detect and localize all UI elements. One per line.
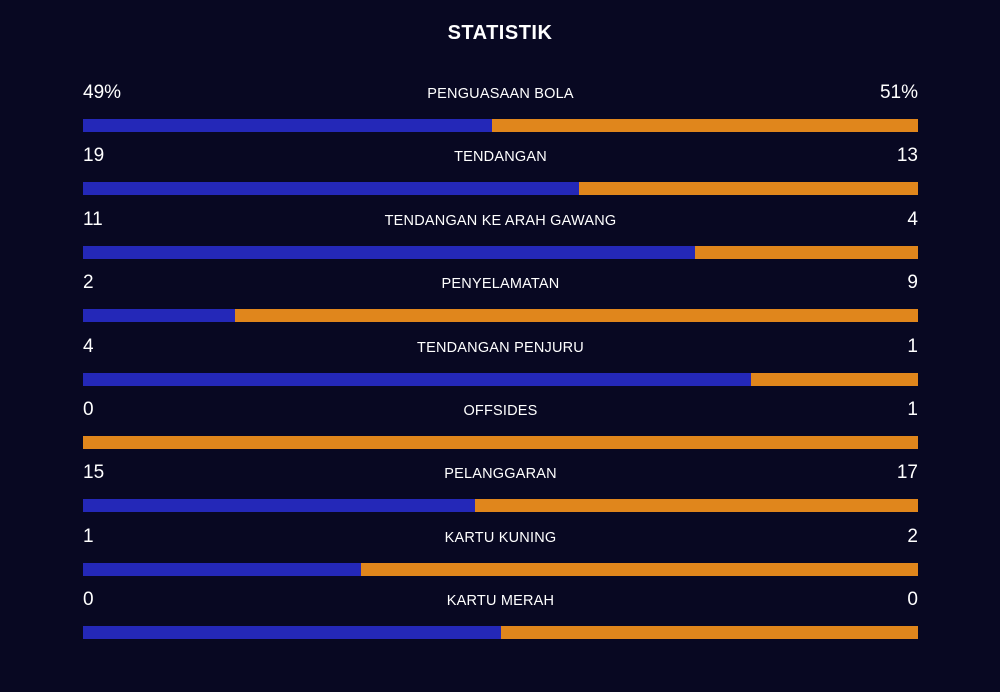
home-value: 11 (83, 208, 103, 230)
stat-row: 49% PENGUASAAN BOLA 51% (83, 81, 918, 144)
away-value: 2 (907, 525, 918, 547)
home-bar (83, 626, 501, 640)
stat-row: 15 PELANGGARAN 17 (83, 461, 918, 524)
away-bar (234, 309, 918, 323)
comparison-bar (83, 182, 918, 196)
stat-label: PENGUASAAN BOLA (427, 86, 574, 102)
home-bar (83, 182, 579, 196)
away-value: 0 (907, 589, 918, 611)
stat-label: TENDANGAN KE ARAH GAWANG (384, 212, 617, 229)
away-value: 4 (907, 208, 918, 230)
away-bar (751, 372, 918, 386)
home-bar (83, 372, 751, 386)
stat-label: KARTU KUNING (444, 529, 557, 546)
away-bar (83, 435, 918, 449)
stat-row: 19 TENDANGAN 13 (83, 144, 918, 207)
comparison-bar (83, 626, 918, 640)
stat-row: 0 OFFSIDES 1 (83, 398, 918, 461)
away-bar (474, 499, 918, 513)
away-value: 17 (896, 462, 918, 484)
stat-row: 1 KARTU KUNING 2 (83, 525, 918, 588)
home-value: 4 (83, 335, 94, 357)
away-value: 1 (907, 335, 918, 357)
away-bar (695, 245, 918, 259)
home-value: 0 (83, 398, 94, 420)
away-bar (492, 119, 918, 132)
home-value: 1 (83, 525, 94, 547)
stat-row: 4 TENDANGAN PENJURU 1 (83, 335, 918, 398)
away-bar (361, 562, 918, 576)
home-bar (83, 562, 362, 576)
stat-label: PELANGGARAN (444, 466, 557, 483)
home-value: 0 (83, 589, 94, 611)
home-bar (83, 245, 696, 259)
comparison-bar (83, 309, 918, 323)
comparison-bar (83, 562, 918, 576)
away-value: 9 (907, 272, 918, 294)
stat-label: OFFSIDES (463, 402, 538, 419)
stat-label: PENYELAMATAN (441, 276, 560, 293)
comparison-bar (83, 119, 918, 132)
home-value: 19 (83, 145, 105, 167)
comparison-bar (83, 245, 918, 259)
stats-list: 49% PENGUASAAN BOLA 51% 19 TENDANGAN 13 … (83, 81, 918, 652)
page-title: STATISTIK (447, 22, 553, 44)
stat-label: KARTU MERAH (446, 593, 555, 610)
away-value: 13 (896, 145, 918, 167)
home-value: 15 (83, 462, 105, 484)
stat-row: 11 TENDANGAN KE ARAH GAWANG 4 (83, 208, 918, 271)
stat-label: TENDANGAN (454, 149, 547, 166)
away-bar (500, 626, 918, 640)
stat-label: TENDANGAN PENJURU (417, 339, 584, 356)
away-bar (578, 182, 918, 196)
away-value: 51% (879, 82, 918, 103)
home-bar (83, 499, 475, 513)
home-bar (83, 119, 493, 132)
comparison-bar (83, 499, 918, 513)
away-value: 1 (907, 398, 918, 420)
comparison-bar (83, 372, 918, 386)
home-value: 49% (83, 82, 122, 103)
home-value: 2 (83, 272, 94, 294)
stat-row: 2 PENYELAMATAN 9 (83, 271, 918, 334)
home-bar (83, 309, 235, 323)
comparison-bar (83, 435, 918, 449)
stat-row: 0 KARTU MERAH 0 (83, 588, 918, 651)
